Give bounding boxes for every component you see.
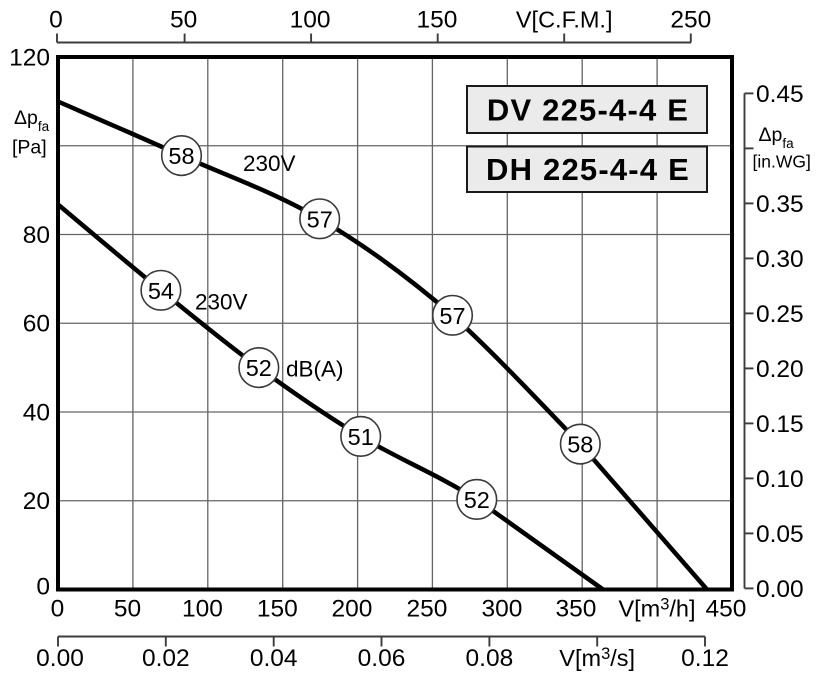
svg-text:0.10: 0.10 — [756, 466, 804, 493]
svg-text:0.05: 0.05 — [756, 521, 804, 548]
svg-text:0.15: 0.15 — [756, 411, 804, 438]
svg-text:250: 250 — [670, 7, 711, 34]
svg-text:57: 57 — [307, 206, 333, 232]
svg-text:0.00: 0.00 — [756, 576, 804, 603]
svg-text:40: 40 — [23, 399, 50, 426]
svg-text:230V: 230V — [243, 151, 296, 176]
svg-text:50: 50 — [114, 596, 141, 623]
svg-text:52: 52 — [246, 355, 272, 381]
svg-text:0.35: 0.35 — [756, 191, 804, 218]
svg-text:[Pa]: [Pa] — [12, 137, 47, 159]
svg-text:0.02: 0.02 — [142, 645, 190, 672]
svg-text:52: 52 — [464, 487, 490, 513]
svg-text:58: 58 — [168, 143, 194, 169]
svg-text:0: 0 — [51, 596, 65, 623]
svg-text:200: 200 — [332, 596, 373, 623]
svg-text:0.06: 0.06 — [358, 645, 406, 672]
svg-text:150: 150 — [417, 7, 458, 34]
svg-text:0.30: 0.30 — [756, 246, 804, 273]
svg-text:dB(A): dB(A) — [286, 357, 344, 382]
svg-text:230V: 230V — [195, 290, 248, 315]
svg-text:350: 350 — [556, 596, 597, 623]
svg-text:0.20: 0.20 — [756, 356, 804, 383]
svg-text:V[m3/s]: V[m3/s] — [559, 645, 635, 671]
svg-text:100: 100 — [290, 7, 331, 34]
svg-text:54: 54 — [148, 278, 174, 304]
svg-text:20: 20 — [23, 488, 50, 515]
svg-text:80: 80 — [23, 222, 50, 249]
svg-text:120: 120 — [9, 44, 50, 71]
svg-text:57: 57 — [439, 303, 465, 329]
svg-text:450: 450 — [706, 596, 747, 623]
svg-text:0.08: 0.08 — [466, 645, 514, 672]
svg-text:DH 225-4-4 E: DH 225-4-4 E — [486, 152, 690, 187]
svg-text:0: 0 — [49, 7, 63, 34]
svg-text:51: 51 — [348, 424, 374, 450]
svg-text:0.45: 0.45 — [756, 81, 804, 108]
svg-text:150: 150 — [257, 596, 298, 623]
svg-text:58: 58 — [567, 432, 593, 458]
svg-text:0.04: 0.04 — [250, 645, 298, 672]
svg-text:0: 0 — [36, 573, 50, 600]
svg-text:0.12: 0.12 — [681, 645, 729, 672]
svg-text:250: 250 — [407, 596, 448, 623]
svg-text:50: 50 — [170, 7, 197, 34]
svg-text:DV 225-4-4 E: DV 225-4-4 E — [487, 92, 689, 127]
svg-text:V[C.F.M.]: V[C.F.M.] — [516, 7, 613, 33]
svg-text:0.00: 0.00 — [36, 645, 84, 672]
svg-text:60: 60 — [23, 311, 50, 338]
svg-text:[in.WG]: [in.WG] — [753, 152, 811, 172]
svg-text:V[m3/h]: V[m3/h] — [618, 596, 695, 622]
svg-text:0.25: 0.25 — [756, 301, 804, 328]
svg-text:300: 300 — [482, 596, 523, 623]
svg-text:100: 100 — [182, 596, 223, 623]
